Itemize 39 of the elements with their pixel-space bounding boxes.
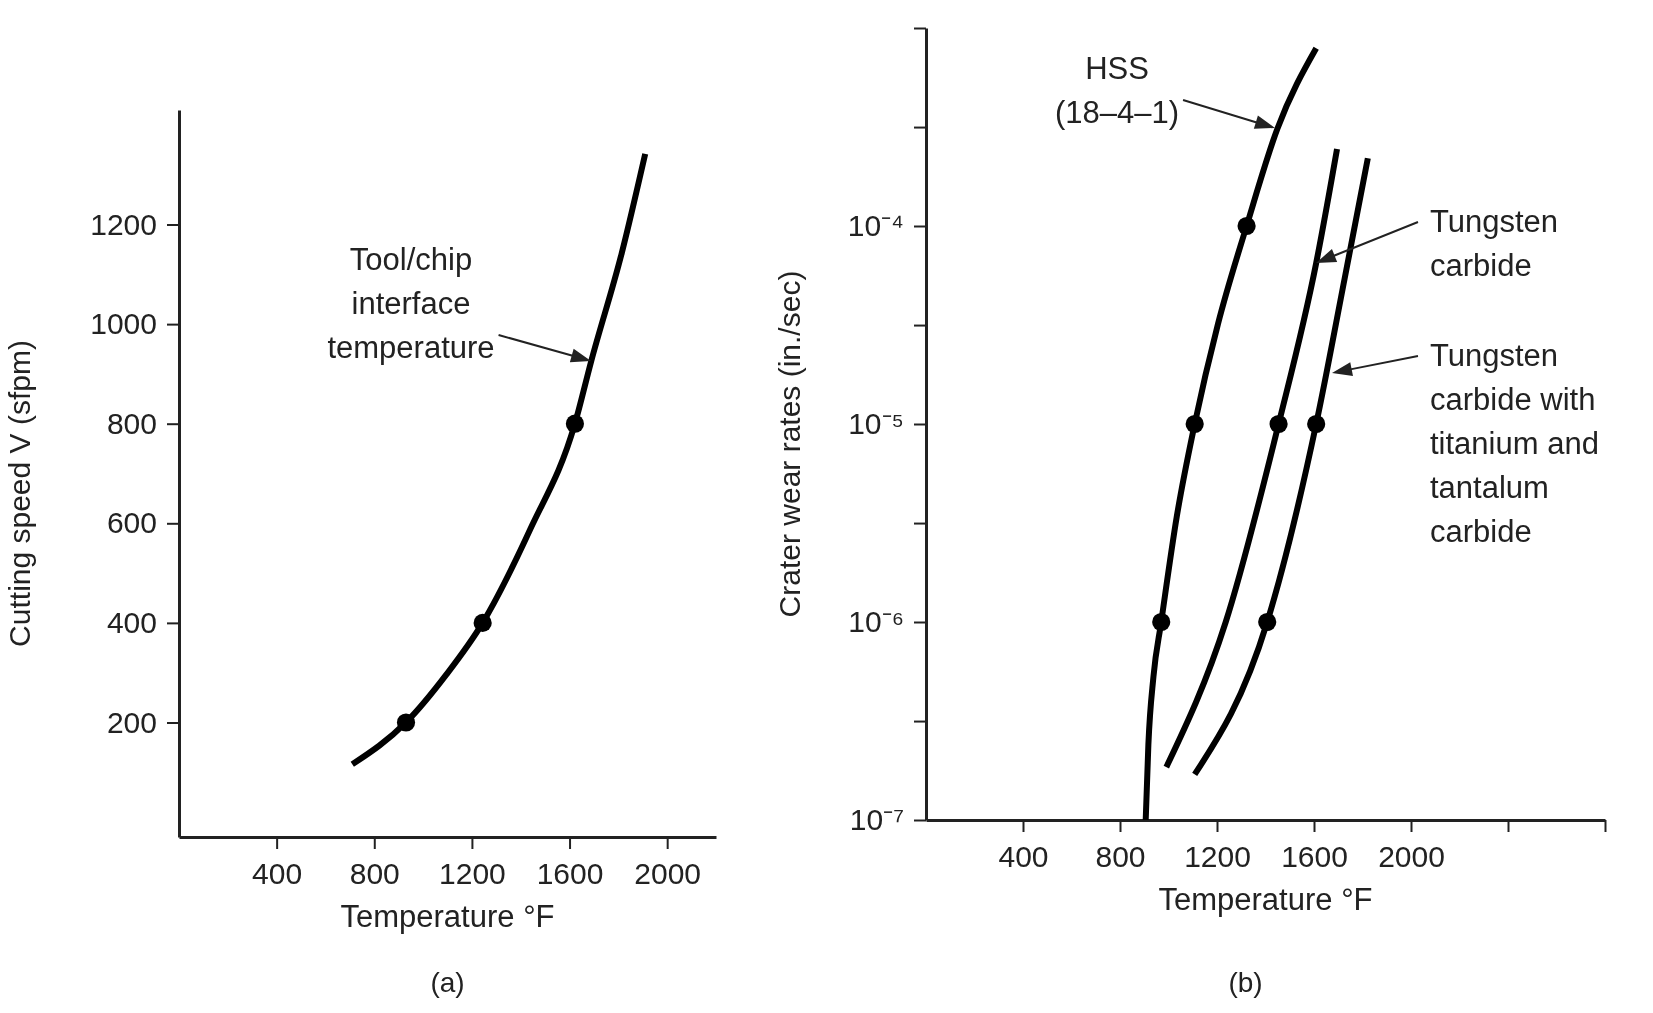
y-axis-title: Crater wear rates (in./sec) [773, 270, 806, 618]
x-tick-label: 800 [349, 857, 400, 891]
x-tick-label: 1200 [439, 857, 506, 891]
y-tick-label: 400 [106, 605, 157, 639]
y-tick-label: 800 [106, 406, 157, 440]
y-tick-label: 10⁻⁷ [849, 803, 904, 837]
y-axis-title: Cutting speed V (sfpm) [3, 340, 36, 647]
y-tick-label: 10⁻⁵ [848, 407, 904, 441]
x-tick-label: 400 [998, 840, 1049, 874]
point [1269, 414, 1288, 434]
annotation: Tool/chip interface temperature [327, 242, 495, 365]
point [473, 613, 492, 632]
text: (a) [430, 967, 465, 998]
point [1152, 612, 1171, 632]
point [1237, 216, 1256, 236]
x-axis-title: Temperature °F [1158, 882, 1373, 917]
point [1185, 414, 1204, 434]
x-tick-label: 1200 [1184, 840, 1251, 874]
annotation: Tungsten carbide [1430, 204, 1559, 283]
x-axis-title: Temperature °F [340, 899, 555, 934]
x-tick-label: 2000 [634, 857, 702, 891]
text: (b) [1228, 967, 1263, 998]
point [1258, 612, 1277, 632]
y-tick-label: 10⁻⁴ [847, 209, 904, 243]
point [396, 713, 416, 732]
y-tick-label: 200 [106, 705, 157, 739]
x-tick-label: 1600 [536, 857, 604, 891]
x-tick-label: 400 [252, 857, 303, 891]
y-tick-label: 1000 [90, 307, 157, 341]
annotation: Tungsten carbide with titanium and tantalum carbide [1430, 338, 1599, 549]
point [565, 414, 585, 433]
y-tick-label: 10⁻⁶ [848, 605, 904, 639]
y-tick-label: 1200 [90, 207, 157, 241]
x-tick-label: 1600 [1281, 840, 1348, 874]
annotation: HSS (18–4–1) [1054, 51, 1180, 130]
x-tick-label: 800 [1095, 840, 1146, 874]
y-tick-label: 600 [106, 506, 157, 540]
x-tick-label: 2000 [1378, 840, 1445, 874]
point [1307, 414, 1326, 434]
